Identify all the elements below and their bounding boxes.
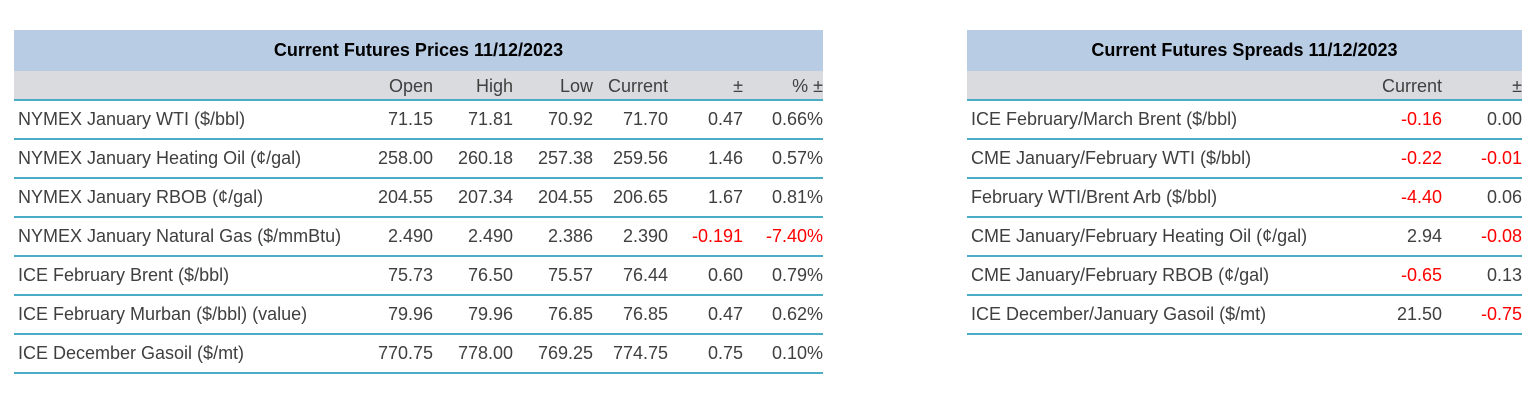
row-label: ICE February Murban ($/bbl) (value) <box>18 304 308 324</box>
cell-low: 2.386 <box>547 226 593 246</box>
cell-change: -0.191 <box>691 226 743 246</box>
futures-spreads-column-header-row: Current ± <box>967 71 1522 101</box>
cell-change: 0.00 <box>1486 109 1522 129</box>
row-label-header-spacer <box>967 71 1357 99</box>
column-header-change: ± <box>1512 76 1522 96</box>
cell-low: 75.57 <box>547 265 593 285</box>
cell-current: -0.65 <box>1400 265 1442 285</box>
row-label: ICE December/January Gasoil ($/mt) <box>971 304 1267 324</box>
cell-open: 2.490 <box>387 226 433 246</box>
cell-open: 258.00 <box>377 148 433 168</box>
cell-open: 71.15 <box>387 109 433 129</box>
column-header-low: Low <box>559 76 593 96</box>
futures-prices-column-header-row: Open High Low Current ± % ± <box>14 71 823 101</box>
cell-low: 76.85 <box>547 304 593 324</box>
column-header-high: High <box>475 76 513 96</box>
table-row: ICE December Gasoil ($/mt) 770.75 778.00 76… <box>14 335 823 374</box>
row-label: NYMEX January WTI ($/bbl) <box>18 109 246 129</box>
cell-pct-change: 0.10% <box>771 343 823 363</box>
cell-current: 71.70 <box>622 109 668 129</box>
cell-current: 206.65 <box>612 187 668 207</box>
column-header-current: Current <box>1381 76 1442 96</box>
futures-spreads-table: Current Futures Spreads 11/12/2023 Curre… <box>967 30 1522 335</box>
cell-open: 79.96 <box>387 304 433 324</box>
cell-change: 0.60 <box>707 265 743 285</box>
row-label: CME January/February WTI ($/bbl) <box>971 148 1252 168</box>
cell-low: 769.25 <box>537 343 593 363</box>
cell-high: 2.490 <box>467 226 513 246</box>
cell-high: 76.50 <box>467 265 513 285</box>
cell-high: 778.00 <box>457 343 513 363</box>
cell-open: 204.55 <box>377 187 433 207</box>
row-label: ICE December Gasoil ($/mt) <box>18 343 245 363</box>
column-header-change: ± <box>733 76 743 96</box>
cell-high: 79.96 <box>467 304 513 324</box>
row-label: CME January/February RBOB (¢/gal) <box>971 265 1270 285</box>
futures-prices-table-title: Current Futures Prices 11/12/2023 <box>14 30 823 71</box>
cell-current: 76.85 <box>622 304 668 324</box>
cell-pct-change: 0.66% <box>771 109 823 129</box>
column-header-current: Current <box>607 76 668 96</box>
cell-pct-change: 0.81% <box>771 187 823 207</box>
cell-change: 0.75 <box>707 343 743 363</box>
cell-change: 1.67 <box>707 187 743 207</box>
futures-spreads-table-title: Current Futures Spreads 11/12/2023 <box>967 30 1522 71</box>
cell-current: 21.50 <box>1396 304 1442 324</box>
table-row: ICE February Murban ($/bbl) (value) 79.96… <box>14 296 823 335</box>
cell-high: 207.34 <box>457 187 513 207</box>
table-row: NYMEX January RBOB (¢/gal) 204.55 207.34 20… <box>14 179 823 218</box>
table-row: ICE February Brent ($/bbl) 75.73 76.50 75.5… <box>14 257 823 296</box>
table-row: ICE February/March Brent ($/bbl) -0.16 0.0… <box>967 101 1522 140</box>
cell-pct-change: 0.62% <box>771 304 823 324</box>
table-row: NYMEX January Natural Gas ($/mmBtu) 2.490… <box>14 218 823 257</box>
cell-low: 257.38 <box>537 148 593 168</box>
cell-pct-change: -7.40% <box>765 226 823 246</box>
cell-current: -0.16 <box>1400 109 1442 129</box>
cell-current: 259.56 <box>612 148 668 168</box>
table-row: February WTI/Brent Arb ($/bbl) -4.40 0.06 <box>967 179 1522 218</box>
cell-change: 1.46 <box>707 148 743 168</box>
column-header-pct-change: % ± <box>792 76 823 96</box>
cell-open: 770.75 <box>377 343 433 363</box>
cell-change: 0.47 <box>707 109 743 129</box>
row-label-header-spacer <box>14 71 374 99</box>
row-label: NYMEX January Heating Oil (¢/gal) <box>18 148 302 168</box>
row-label: NYMEX January RBOB (¢/gal) <box>18 187 264 207</box>
cell-pct-change: 0.57% <box>771 148 823 168</box>
cell-high: 260.18 <box>457 148 513 168</box>
table-row: NYMEX January Heating Oil (¢/gal) 258.00 2… <box>14 140 823 179</box>
cell-current: 76.44 <box>622 265 668 285</box>
futures-spreads-rows: ICE February/March Brent ($/bbl) -0.16 0.0… <box>967 101 1522 335</box>
cell-high: 71.81 <box>467 109 513 129</box>
cell-change: -0.75 <box>1480 304 1522 324</box>
table-row: CME January/February RBOB (¢/gal) -0.65 0.… <box>967 257 1522 296</box>
cell-change: 0.47 <box>707 304 743 324</box>
row-label: February WTI/Brent Arb ($/bbl) <box>971 187 1218 207</box>
column-header-open: Open <box>388 76 433 96</box>
cell-change: 0.13 <box>1486 265 1522 285</box>
cell-current: -4.40 <box>1400 187 1442 207</box>
cell-open: 75.73 <box>387 265 433 285</box>
row-label: ICE February Brent ($/bbl) <box>18 265 230 285</box>
table-row: CME January/February Heating Oil (¢/gal)… <box>967 218 1522 257</box>
cell-current: -0.22 <box>1400 148 1442 168</box>
table-row: ICE December/January Gasoil ($/mt) 21.50 -… <box>967 296 1522 335</box>
futures-prices-table: Current Futures Prices 11/12/2023 Open Hi… <box>14 30 823 374</box>
cell-current: 2.390 <box>622 226 668 246</box>
table-row: NYMEX January WTI ($/bbl) 71.15 71.81 70.92… <box>14 101 823 140</box>
row-label: NYMEX January Natural Gas ($/mmBtu) <box>18 226 342 246</box>
cell-current: 2.94 <box>1406 226 1442 246</box>
futures-prices-rows: NYMEX January WTI ($/bbl) 71.15 71.81 70.92… <box>14 101 823 374</box>
cell-change: -0.01 <box>1480 148 1522 168</box>
row-label: CME January/February Heating Oil (¢/gal) <box>971 226 1308 246</box>
cell-low: 204.55 <box>537 187 593 207</box>
cell-low: 70.92 <box>547 109 593 129</box>
row-label: ICE February/March Brent ($/bbl) <box>971 109 1238 129</box>
table-row: CME January/February WTI ($/bbl) -0.22 -0.… <box>967 140 1522 179</box>
cell-current: 774.75 <box>612 343 668 363</box>
cell-change: 0.06 <box>1486 187 1522 207</box>
cell-change: -0.08 <box>1480 226 1522 246</box>
cell-pct-change: 0.79% <box>771 265 823 285</box>
